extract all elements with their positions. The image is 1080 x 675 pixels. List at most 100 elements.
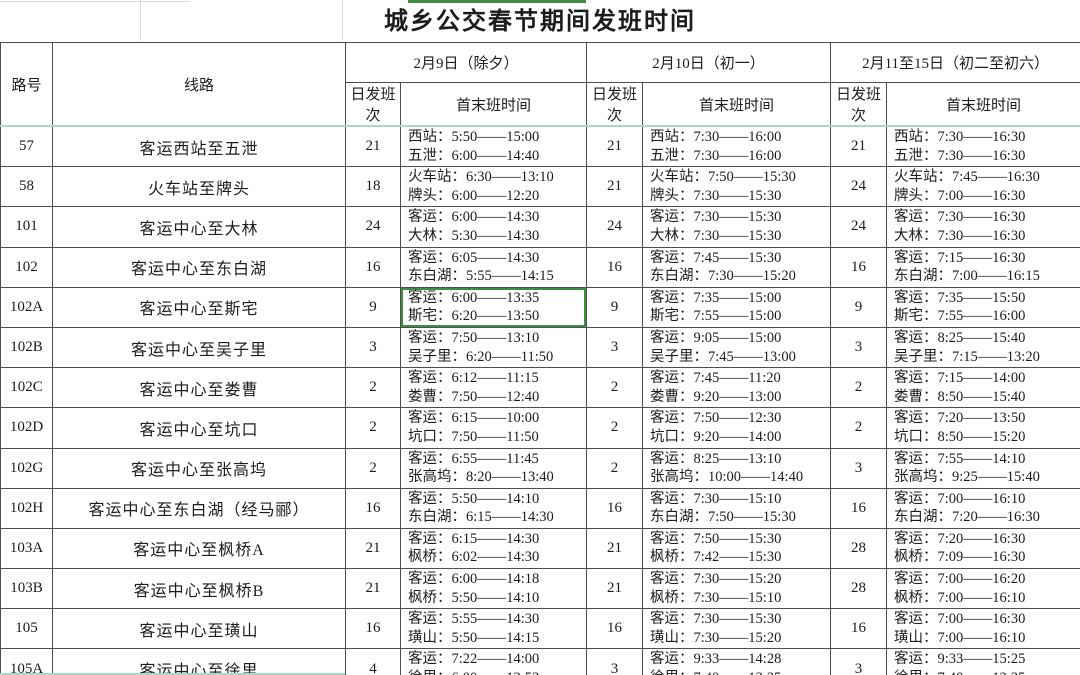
subheader-first-last-times-feb11-15[interactable]: 首末班时间	[886, 82, 1080, 127]
first-last-times-cell-feb10[interactable]: 客运：7:30——15:30 大林：7:30——15:30	[642, 206, 832, 248]
daily-trips-cell-feb11-15[interactable]: 24	[830, 206, 888, 248]
daily-trips-cell-feb9[interactable]: 2	[345, 447, 401, 489]
first-last-times-cell-feb10[interactable]: 客运：7:30——15:10 东白湖：7:50——15:30	[642, 487, 832, 529]
first-last-times-cell-feb11-15[interactable]: 客运：7:15——14:00 娄曹：8:50——15:40	[886, 367, 1080, 409]
date-group-feb9[interactable]: 2月9日（除夕）	[344, 42, 588, 83]
daily-trips-cell-feb10[interactable]: 3	[586, 648, 644, 675]
daily-trips-cell-feb9[interactable]: 18	[345, 166, 401, 208]
daily-trips-cell-feb11-15[interactable]: 16	[830, 608, 888, 650]
daily-trips-cell-feb9[interactable]: 2	[345, 407, 401, 449]
daily-trips-cell-feb9[interactable]: 16	[345, 246, 401, 288]
daily-trips-cell-feb10[interactable]: 3	[586, 326, 644, 369]
first-last-times-cell-feb9[interactable]: 客运：6:55——11:45 张高坞：8:20——13:40	[399, 447, 588, 489]
daily-trips-cell-feb10[interactable]: 2	[586, 447, 644, 489]
daily-trips-cell-feb11-15[interactable]: 24	[830, 166, 888, 208]
first-last-times-cell-feb10[interactable]: 客运：7:35——15:00 斯宅：7:55——15:00	[642, 286, 832, 328]
first-last-times-cell-feb11-15[interactable]: 客运：7:00——16:20 枫桥：7:00——16:10	[886, 568, 1080, 610]
daily-trips-cell-feb9[interactable]: 21	[345, 527, 401, 570]
daily-trips-cell-feb11-15[interactable]: 16	[830, 487, 888, 529]
daily-trips-cell-feb9[interactable]: 16	[345, 487, 401, 529]
line-name-cell[interactable]: 火车站至牌头	[52, 166, 346, 208]
first-last-times-cell-feb10[interactable]: 客运：7:30——15:20 枫桥：7:30——15:10	[642, 568, 832, 610]
first-last-times-cell-feb11-15[interactable]: 客运：7:55——14:10 张高坞：9:25——15:40	[886, 447, 1080, 489]
route-number-cell[interactable]: 105	[0, 608, 53, 650]
route-number-cell[interactable]: 102C	[0, 367, 53, 409]
daily-trips-cell-feb10[interactable]: 9	[586, 286, 644, 328]
line-name-cell[interactable]: 客运中心至坑口	[52, 407, 346, 449]
daily-trips-cell-feb11-15[interactable]: 2	[830, 407, 888, 449]
daily-trips-cell-feb11-15[interactable]: 28	[830, 568, 888, 610]
route-number-cell[interactable]: 102D	[0, 407, 53, 449]
first-last-times-cell-feb9[interactable]: 客运：6:05——14:30 东白湖：5:55——14:15	[399, 246, 588, 288]
first-last-times-cell-feb10[interactable]: 火车站：7:50——15:30 牌头：7:30——15:30	[642, 166, 832, 208]
first-last-times-cell-feb11-15[interactable]: 客运：9:33——15:25 徐里：7:40——13:25	[886, 648, 1080, 675]
route-number-cell[interactable]: 101	[0, 206, 53, 248]
first-last-times-cell-feb10[interactable]: 客运：7:50——15:30 枫桥：7:42——15:30	[642, 527, 832, 570]
daily-trips-cell-feb9[interactable]: 3	[345, 326, 401, 369]
route-number-cell[interactable]: 105A	[0, 648, 53, 675]
line-name-cell[interactable]: 客运中心至枫桥B	[52, 568, 346, 610]
first-last-times-cell-feb11-15[interactable]: 客运：7:35——15:50 斯宅：7:55——16:00	[886, 286, 1080, 328]
first-last-times-cell-feb9[interactable]: 客运：5:50——14:10 东白湖：6:15——14:30	[399, 487, 588, 529]
subheader-first-last-times-feb9[interactable]: 首末班时间	[399, 82, 588, 127]
first-last-times-cell-feb10[interactable]: 客运：7:30——15:30 璜山：7:30——15:20	[642, 608, 832, 650]
daily-trips-cell-feb11-15[interactable]: 16	[830, 246, 888, 288]
route-number-cell[interactable]: 102H	[0, 487, 53, 529]
column-header-line[interactable]: 线路	[52, 42, 346, 127]
first-last-times-cell-feb11-15[interactable]: 火车站：7:45——16:30 牌头：7:00——16:30	[886, 166, 1080, 208]
first-last-times-cell-feb11-15[interactable]: 客运：7:20——13:50 坑口：8:50——15:20	[886, 407, 1080, 449]
first-last-times-cell-feb11-15[interactable]: 客运：7:00——16:10 东白湖：7:20——16:30	[886, 487, 1080, 529]
route-number-cell[interactable]: 102G	[0, 447, 53, 489]
line-name-cell[interactable]: 客运中心至吴子里	[52, 326, 346, 369]
line-name-cell[interactable]: 客运中心至张高坞	[52, 447, 346, 489]
subheader-first-last-times-feb10[interactable]: 首末班时间	[642, 82, 832, 127]
line-name-cell[interactable]: 客运中心至璜山	[52, 608, 346, 650]
date-group-feb11-15[interactable]: 2月11至15日（初二至初六）	[830, 42, 1080, 83]
first-last-times-cell-feb10[interactable]: 客运：7:45——15:30 东白湖：7:30——15:20	[642, 246, 832, 288]
daily-trips-cell-feb10[interactable]: 16	[586, 246, 644, 288]
first-last-times-cell-feb11-15[interactable]: 客运：7:15——16:30 东白湖：7:00——16:15	[886, 246, 1080, 288]
first-last-times-cell-feb10[interactable]: 客运：9:33——14:28 徐里：7:40——13:25	[642, 648, 832, 675]
line-name-cell[interactable]: 客运中心至大林	[52, 206, 346, 248]
daily-trips-cell-feb11-15[interactable]: 28	[830, 527, 888, 570]
daily-trips-cell-feb10[interactable]: 21	[586, 125, 644, 168]
first-last-times-cell-feb9[interactable]: 客运：6:00——14:30 大林：5:30——14:30	[399, 206, 588, 248]
first-last-times-cell-feb11-15[interactable]: 客运：7:30——16:30 大林：7:30——16:30	[886, 206, 1080, 248]
first-last-times-cell-feb9[interactable]: 客运：7:22——14:00 徐里：6:00——12:53	[399, 648, 588, 675]
route-number-cell[interactable]: 102	[0, 246, 53, 288]
daily-trips-cell-feb10[interactable]: 21	[586, 568, 644, 610]
first-last-times-cell-feb11-15[interactable]: 客运：8:25——15:40 吴子里：7:15——13:20	[886, 326, 1080, 369]
first-last-times-cell-feb10[interactable]: 客运：7:50——12:30 坑口：9:20——14:00	[642, 407, 832, 449]
daily-trips-cell-feb11-15[interactable]: 21	[830, 125, 888, 168]
first-last-times-cell-feb9[interactable]: 火车站：6:30——13:10 牌头：6:00——12:20	[399, 166, 588, 208]
daily-trips-cell-feb10[interactable]: 16	[586, 608, 644, 650]
line-name-cell[interactable]: 客运中心至徐里	[52, 648, 346, 675]
first-last-times-cell-feb11-15[interactable]: 客运：7:00——16:30 璜山：7:00——16:10	[886, 608, 1080, 650]
first-last-times-cell-feb11-15[interactable]: 客运：7:20——16:30 枫桥：7:09——16:30	[886, 527, 1080, 570]
first-last-times-cell-feb9[interactable]: 客运：6:12——11:15 娄曹：7:50——12:40	[399, 367, 588, 409]
first-last-times-cell-feb11-15[interactable]: 西站：7:30——16:30 五泄：7:30——16:30	[886, 125, 1080, 168]
line-name-cell[interactable]: 客运中心至东白湖	[52, 246, 346, 288]
daily-trips-cell-feb9[interactable]: 24	[345, 206, 401, 248]
daily-trips-cell-feb10[interactable]: 21	[586, 527, 644, 570]
subheader-daily-trips-feb11-15[interactable]: 日发班次	[830, 82, 888, 127]
route-number-cell[interactable]: 103B	[0, 568, 53, 610]
daily-trips-cell-feb9[interactable]: 9	[345, 286, 401, 328]
daily-trips-cell-feb11-15[interactable]: 3	[830, 447, 888, 489]
line-name-cell[interactable]: 客运西站至五泄	[52, 125, 346, 168]
date-group-feb10[interactable]: 2月10日（初一）	[586, 42, 832, 83]
first-last-times-cell-feb10[interactable]: 客运：7:45——11:20 娄曹：9:20——13:00	[642, 367, 832, 409]
first-last-times-cell-feb9[interactable]: 客运：6:00——14:18 枫桥：5:50——14:10	[399, 568, 588, 610]
first-last-times-cell-feb9[interactable]: 客运：5:55——14:30 璜山：5:50——14:15	[399, 608, 588, 650]
line-name-cell[interactable]: 客运中心至娄曹	[52, 367, 346, 409]
first-last-times-cell-feb10[interactable]: 客运：9:05——15:00 吴子里：7:45——13:00	[642, 326, 832, 369]
daily-trips-cell-feb10[interactable]: 24	[586, 206, 644, 248]
route-number-cell[interactable]: 102A	[0, 286, 53, 328]
daily-trips-cell-feb10[interactable]: 2	[586, 407, 644, 449]
line-name-cell[interactable]: 客运中心至枫桥A	[52, 527, 346, 570]
first-last-times-cell-feb9[interactable]: 客运：6:00——13:35 斯宅：6:20——13:50	[399, 286, 588, 328]
daily-trips-cell-feb10[interactable]: 21	[586, 166, 644, 208]
daily-trips-cell-feb9[interactable]: 2	[345, 367, 401, 409]
subheader-daily-trips-feb10[interactable]: 日发班次	[586, 82, 644, 127]
first-last-times-cell-feb9[interactable]: 客运：6:15——14:30 枫桥：6:02——14:30	[399, 527, 588, 570]
